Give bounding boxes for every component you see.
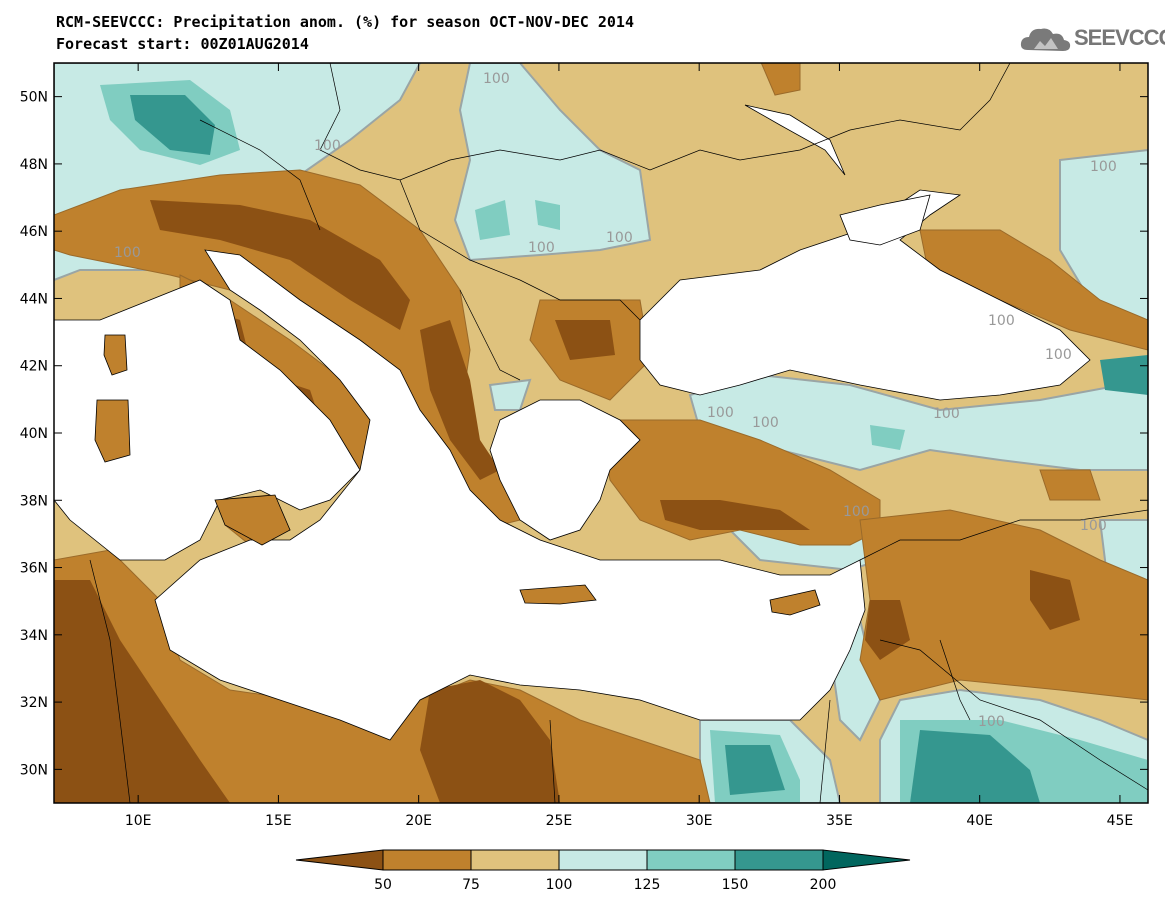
colorbar-segment xyxy=(822,849,911,871)
colorbar-label: 125 xyxy=(634,877,661,893)
lon-tick-label: 25E xyxy=(546,813,573,829)
sicily xyxy=(214,494,291,546)
map-title: RCM-SEEVCCC: Precipitation anom. (%) for… xyxy=(56,13,634,31)
colorbar-segment xyxy=(295,849,384,871)
lat-tick-label: 30N xyxy=(20,762,48,778)
contour-label: 100 xyxy=(1045,347,1072,363)
mediterranean-sea xyxy=(54,279,361,561)
lat-tick-label: 38N xyxy=(20,493,48,509)
contour-label: 100 xyxy=(707,405,734,421)
cyprus xyxy=(769,589,821,616)
colorbar: 50 75 100 125 150 200 xyxy=(295,849,911,893)
cloud-icon xyxy=(1020,28,1071,51)
lon-tick-label: 20E xyxy=(405,813,432,829)
colorbar-label: 100 xyxy=(546,877,573,893)
lat-tick-label: 46N xyxy=(20,224,48,240)
lon-tick-label: 30E xyxy=(686,813,713,829)
colorbar-label: 200 xyxy=(810,877,837,893)
map-subtitle: Forecast start: 00Z01AUG2014 xyxy=(56,35,309,53)
map-field: 100 100 100 100 100 100 100 100 100 100 … xyxy=(54,63,1148,803)
lat-tick-label: 34N xyxy=(20,628,48,644)
contour-labels: 100 100 100 100 100 100 100 100 100 100 … xyxy=(114,71,1117,730)
lat-tick-label: 40N xyxy=(20,426,48,442)
contour-label: 100 xyxy=(843,504,870,520)
lon-tick-label: 45E xyxy=(1107,813,1134,829)
longitude-axis: 10E 15E 20E 25E 30E 35E 40E 45E xyxy=(125,63,1133,829)
contour-label: 100 xyxy=(314,138,341,154)
colorbar-segment xyxy=(734,849,824,871)
colorbar-label: 75 xyxy=(462,877,480,893)
sea-of-azov xyxy=(839,194,931,246)
islands xyxy=(94,334,821,616)
sardinia xyxy=(94,399,131,463)
contour-label: 100 xyxy=(752,415,779,431)
lon-tick-label: 40E xyxy=(966,813,993,829)
contour-label: 100 xyxy=(1090,159,1117,175)
contour-label: 100 xyxy=(483,71,510,87)
lat-tick-label: 42N xyxy=(20,359,48,375)
contour-label: 100 xyxy=(114,245,141,261)
lat-tick-label: 48N xyxy=(20,157,48,173)
contour-label: 100 xyxy=(933,406,960,422)
contour-label: 100 xyxy=(528,240,555,256)
lat-tick-label: 32N xyxy=(20,695,48,711)
corsica xyxy=(103,334,128,376)
crete xyxy=(519,584,597,605)
colorbar-label: 50 xyxy=(374,877,392,893)
colorbar-label: 150 xyxy=(722,877,749,893)
sea-areas xyxy=(54,104,1091,741)
colorbar-segment xyxy=(646,849,736,871)
dry-strong-zones xyxy=(54,200,1080,803)
country-borders xyxy=(89,63,1148,803)
contour-label: 100 xyxy=(978,714,1005,730)
contour-label: 100 xyxy=(606,230,633,246)
contour-label: 100 xyxy=(988,313,1015,329)
seevccc-logo: SEEVCCC xyxy=(1018,22,1165,58)
contour-label: 100 xyxy=(1080,518,1107,534)
black-sea xyxy=(639,189,1091,401)
colorbar-segment xyxy=(558,849,648,871)
aegean-sea xyxy=(489,399,641,541)
lon-tick-label: 15E xyxy=(265,813,292,829)
lon-tick-label: 35E xyxy=(826,813,853,829)
colorbar-segment xyxy=(382,849,472,871)
lon-tick-label: 10E xyxy=(125,813,152,829)
lat-tick-label: 50N xyxy=(20,90,48,106)
logo-text: SEEVCCC xyxy=(1074,25,1165,50)
lat-tick-label: 44N xyxy=(20,291,48,307)
adriatic-ionian-sea xyxy=(154,249,866,741)
colorbar-segment xyxy=(470,849,560,871)
latitude-axis: 50N 48N 46N 44N 42N 40N 38N 36N 34N 32N 30N xyxy=(20,90,1148,778)
lat-tick-label: 36N xyxy=(20,561,48,577)
